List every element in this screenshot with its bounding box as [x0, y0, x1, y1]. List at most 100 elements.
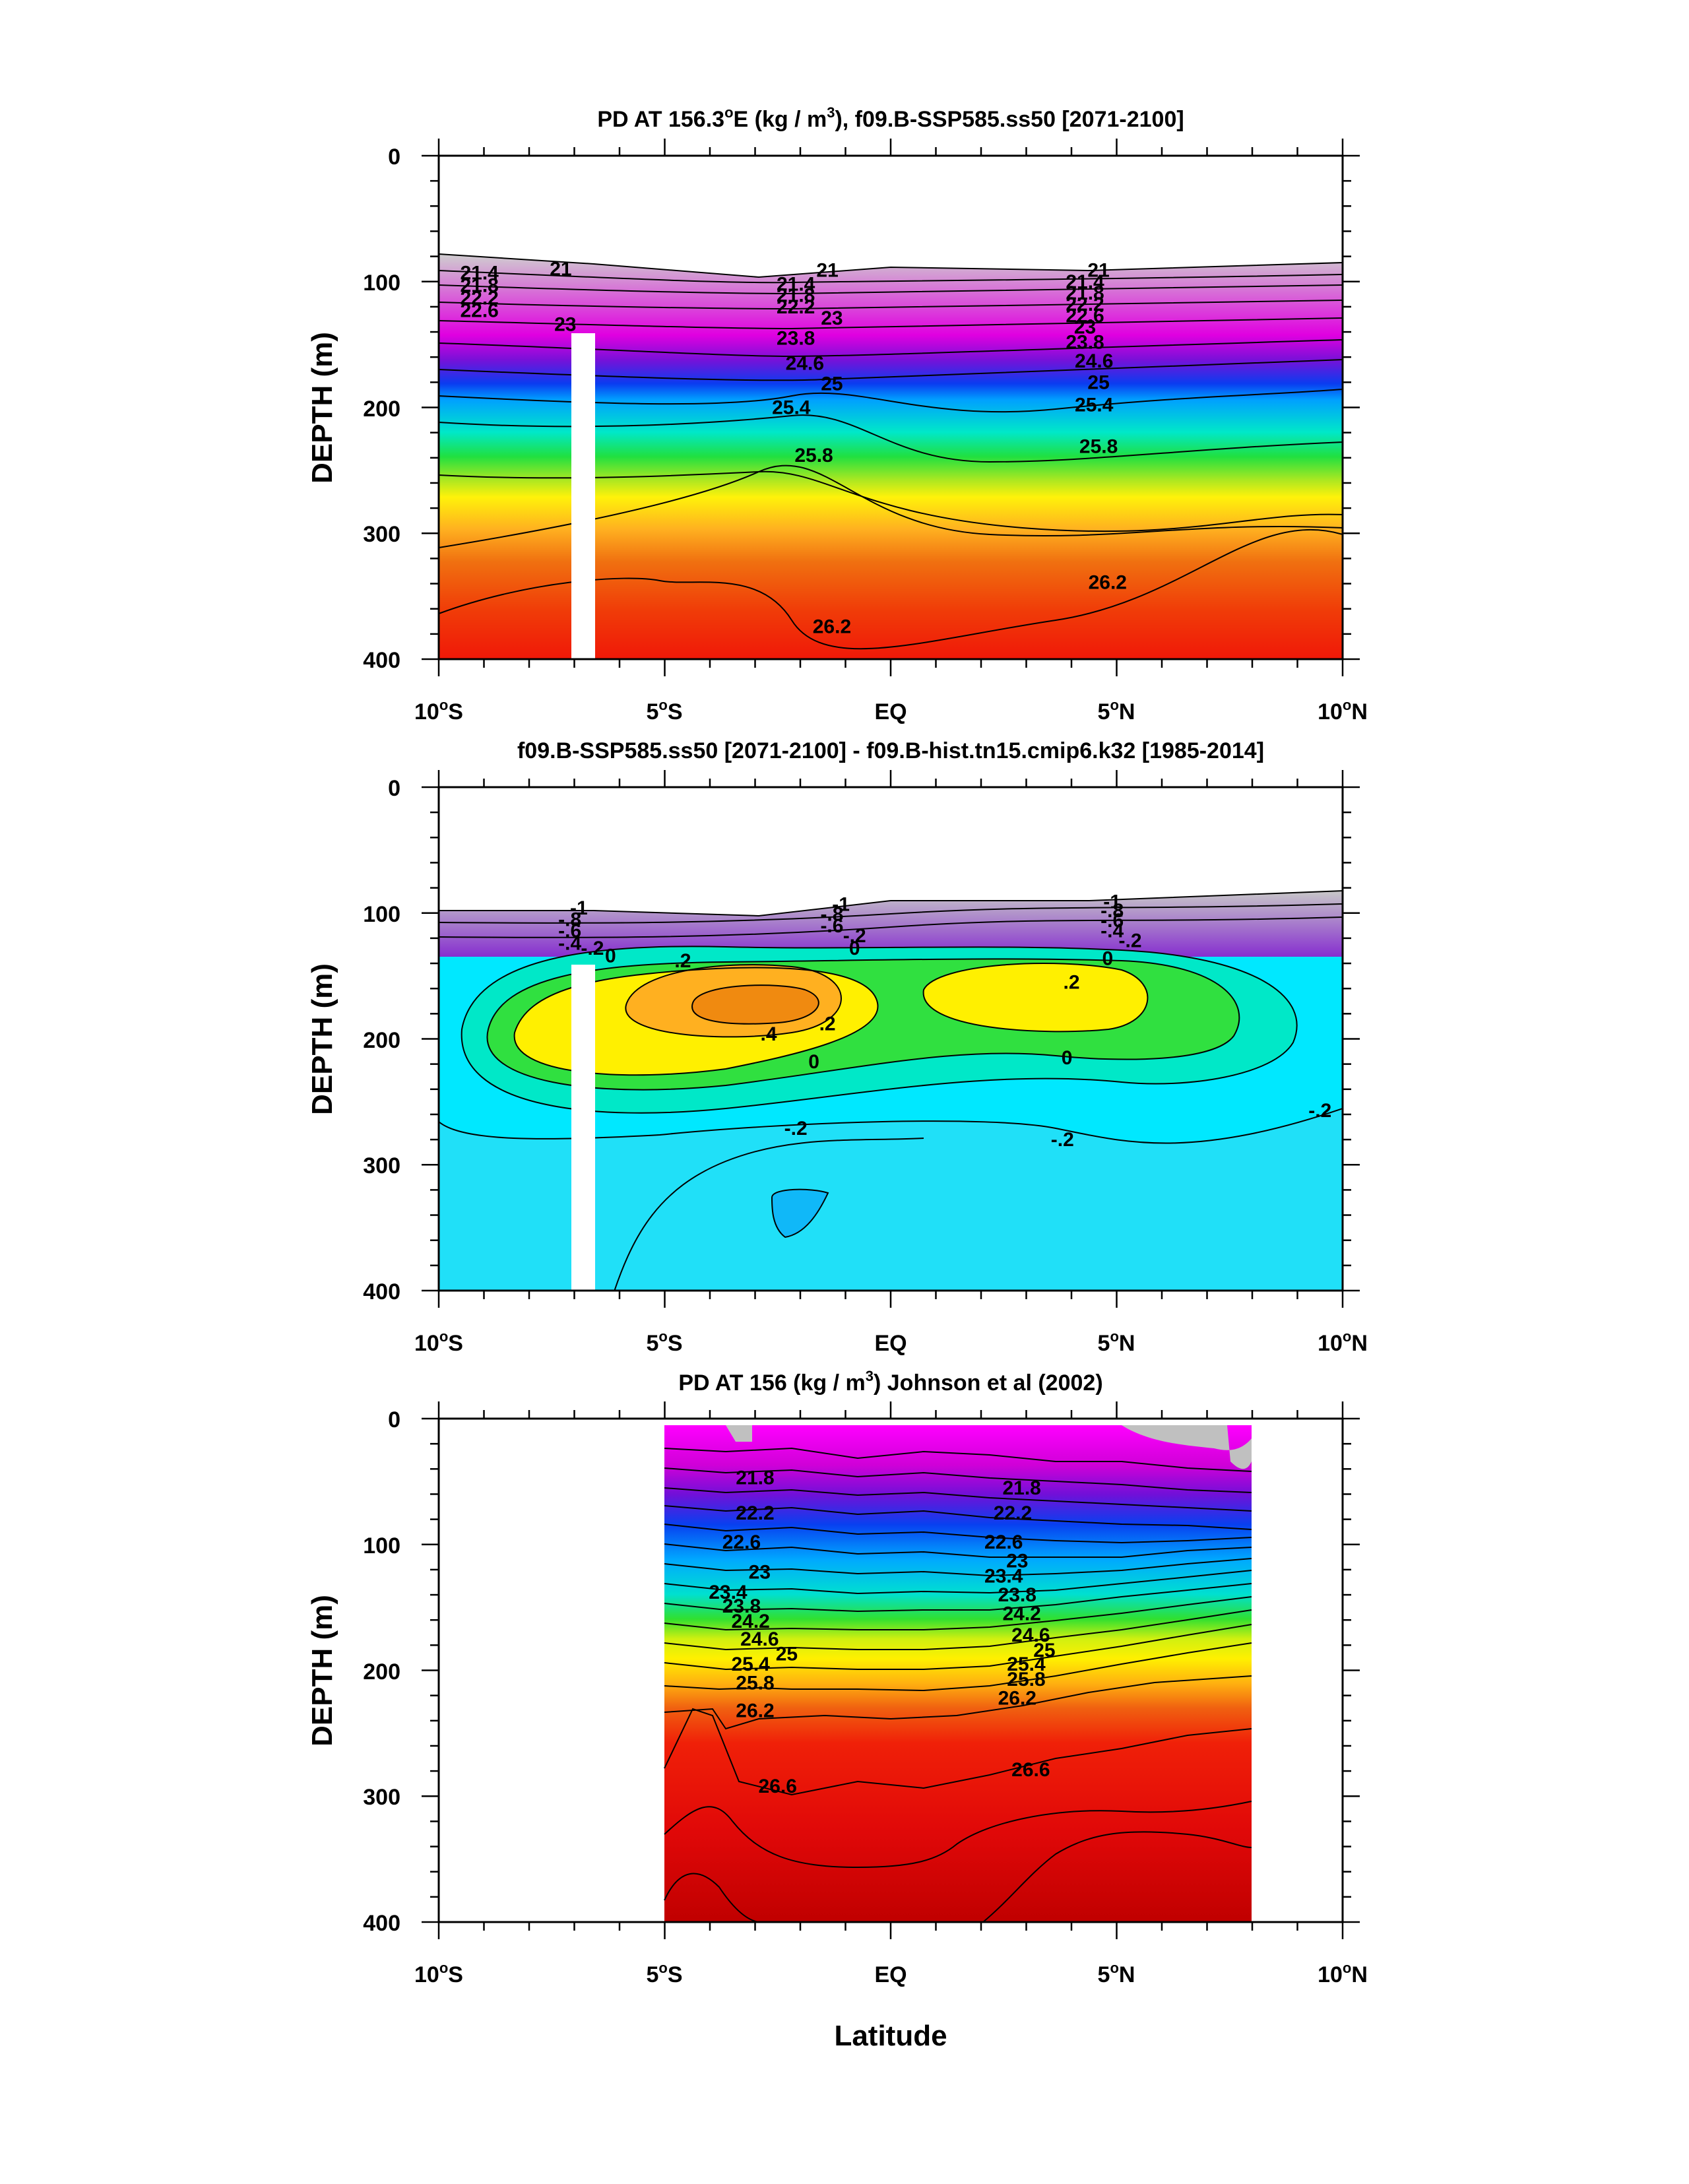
contour-label: 22.2	[777, 296, 815, 318]
contour-label: 25	[821, 373, 843, 395]
contour-label: 23.8	[1066, 331, 1104, 353]
contour-label: 25.8	[1007, 1669, 1045, 1690]
contour-label: 25.4	[1007, 1654, 1046, 1675]
x-tick-label: 10oN	[1318, 697, 1368, 724]
contour-label: 24.6	[1011, 1624, 1050, 1646]
contour-label: 22.6	[722, 1531, 761, 1553]
panel-1-missing-column	[571, 333, 595, 659]
contour-label: 21.8	[460, 274, 498, 296]
contour-label: 24.6	[786, 353, 824, 375]
contour-label: 26.6	[759, 1776, 797, 1797]
contour-label: 25.4	[731, 1654, 770, 1675]
x-tick-label: EQ	[874, 1962, 907, 1987]
panel-1-contours	[439, 253, 1343, 650]
contour-label: -.2	[843, 925, 866, 947]
contour-label: 21.8	[736, 1467, 774, 1489]
contour-label: .2	[819, 1013, 836, 1035]
contour-label: 24.2	[1002, 1603, 1040, 1625]
x-tick-label: 5oN	[1098, 1328, 1135, 1356]
contour-label: 24.6	[1075, 350, 1113, 372]
panel-3-gray-patch	[1122, 1425, 1252, 1469]
y-tick-label: 0	[388, 1407, 400, 1432]
panel-2-contours	[439, 890, 1343, 1291]
contour-label: 0	[605, 946, 616, 967]
contour-label: 22.2	[994, 1502, 1032, 1524]
y-tick-label: 0	[388, 776, 400, 801]
contour-label: -.2	[581, 938, 604, 959]
panel-2-blue-patch	[772, 1189, 828, 1237]
contour-label: -.6	[820, 915, 843, 937]
y-tick-label: 400	[363, 1911, 400, 1936]
contour-label: 21.8	[1002, 1477, 1040, 1499]
contour-label: 25	[1033, 1640, 1055, 1661]
contour-label: .2	[1063, 972, 1079, 994]
contour-label: 25	[776, 1644, 798, 1665]
panel-1-field	[439, 253, 1343, 659]
contour-label: 26.2	[1089, 572, 1127, 594]
panel-3-contour-labels: 21.822.222.62323.423.824.224.62525.425.8…	[709, 1467, 1055, 1797]
panel-3-y-axis: 0 100 200 300 400	[363, 1407, 400, 1936]
panel-2-light-blue-region	[439, 1108, 1343, 1291]
contour-label: -.2	[784, 1118, 808, 1140]
contour-label: 0	[1102, 947, 1113, 969]
y-tick-label: 100	[363, 271, 400, 296]
contour-label: 26.2	[813, 616, 851, 637]
contour-label: 23	[554, 314, 576, 336]
panel-1-contour-labels: 2121.421.822.222.6232121.421.822.22323.8…	[460, 259, 1127, 638]
contour-label: -.6	[558, 920, 581, 942]
panel-2-field	[439, 890, 1343, 1291]
x-tick-label: 10oN	[1318, 1960, 1368, 1987]
panel-1-x-axis: 10oS 5oS EQ 5oN 10oN	[414, 697, 1368, 724]
panel-2-ticks	[422, 770, 1360, 1308]
y-tick-label: 0	[388, 145, 400, 170]
contour-label: -.6	[1100, 910, 1124, 932]
contour-label: 21.8	[777, 285, 815, 307]
panel-2-contour-labels: -1-.8-.6-.4 -.2 0-1-.8-.6 -.20.2.4.20-1-.8-…	[558, 891, 1331, 1151]
contour-label: -.2	[1308, 1100, 1331, 1122]
contour-label: 24.6	[740, 1628, 779, 1650]
contour-label: -1	[570, 897, 588, 919]
x-tick-label: 5oN	[1098, 1960, 1135, 1987]
contour-label: -1	[1103, 891, 1121, 913]
contour-label: 21	[816, 260, 838, 282]
contour-label: 21.4	[460, 262, 499, 284]
contour-label: 25.8	[794, 445, 833, 466]
y-tick-label: 200	[363, 1659, 400, 1685]
y-tick-label: 300	[363, 1785, 400, 1810]
contour-label: 22.6	[984, 1531, 1023, 1553]
contour-label: 23.8	[722, 1595, 761, 1617]
contour-label: 22.2	[736, 1502, 774, 1524]
contour-label: 21.4	[777, 274, 815, 296]
contour-label: 25.8	[1079, 436, 1118, 458]
figure-x-axis-title: Latitude	[834, 2020, 947, 2052]
panel-3: PD AT 156 (kg / m3) Johnson et al (2002)	[306, 1368, 1368, 1987]
y-tick-label: 300	[363, 522, 400, 547]
panel-2-missing-column	[571, 965, 595, 1291]
contour-label: 23.4	[709, 1582, 748, 1603]
contour-label: -1	[832, 893, 850, 915]
contour-label: 22.6	[1066, 305, 1104, 327]
contour-label: 0	[1062, 1047, 1073, 1069]
contour-label: 23	[1074, 316, 1096, 338]
contour-label: .4	[761, 1023, 777, 1045]
contour-label: 23	[1006, 1551, 1028, 1572]
y-tick-label: 100	[363, 902, 400, 927]
contour-label: -.8	[820, 904, 843, 926]
contour-label: .2	[674, 950, 691, 972]
contour-label: 26.2	[736, 1700, 774, 1722]
contour-label: 21	[550, 259, 571, 280]
x-tick-label: EQ	[874, 1331, 907, 1356]
panel-2-y-axis-title: DEPTH (m)	[306, 963, 338, 1115]
x-tick-label: 5oS	[646, 697, 682, 724]
panel-2-dark-orange-region	[692, 985, 819, 1024]
x-tick-label: 5oS	[646, 1960, 682, 1987]
contour-label: 26.6	[1011, 1759, 1050, 1781]
panel-2-yellow-region-2	[923, 963, 1148, 1032]
panel-1-title: PD AT 156.3oE (kg / m3), f09.B-SSP585.ss…	[597, 104, 1184, 132]
contour-label: -.2	[1051, 1129, 1074, 1151]
panel-2-title: f09.B-SSP585.ss50 [2071-2100] - f09.B-hi…	[517, 738, 1264, 763]
contour-label: 0	[808, 1051, 819, 1073]
contour-label: 25.4	[1075, 395, 1114, 416]
contour-label: 23.4	[984, 1565, 1023, 1587]
